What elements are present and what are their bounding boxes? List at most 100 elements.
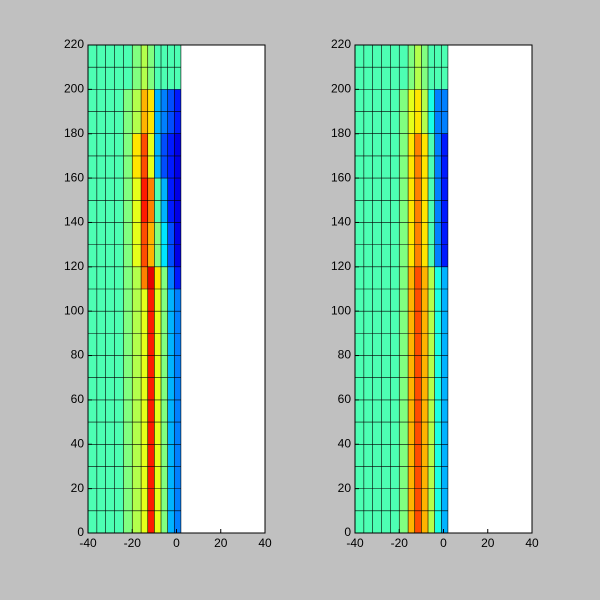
mesh-cell [399, 355, 409, 378]
mesh-cell [390, 510, 400, 533]
mesh-cell [355, 89, 364, 112]
y-tick-label: 140 [64, 215, 84, 229]
mesh-cell [441, 133, 448, 156]
y-tick-label: 100 [64, 303, 84, 317]
mesh-cell [174, 266, 181, 289]
mesh-cell [421, 222, 429, 245]
mesh-cell [399, 155, 409, 179]
mesh-cell [441, 488, 448, 511]
mesh-cell [414, 510, 422, 533]
mesh-cell [167, 377, 175, 400]
mesh-cell [390, 444, 400, 467]
mesh-cell [132, 222, 142, 245]
mesh-cell [96, 422, 106, 445]
mesh-cell [141, 133, 148, 156]
y-tick-label: 80 [338, 348, 352, 362]
y-tick-label: 40 [71, 436, 85, 450]
mesh-cell [105, 444, 115, 467]
mesh-cell [414, 266, 422, 289]
mesh-cell [381, 510, 391, 533]
mesh-cell [141, 266, 148, 289]
mesh-cell [114, 311, 124, 334]
mesh-cell [114, 67, 124, 90]
mesh-cell [123, 488, 133, 511]
mesh-cell [381, 444, 391, 467]
mesh-cell [141, 200, 148, 223]
mesh-cell [355, 444, 364, 467]
mesh-cell [154, 333, 162, 356]
mesh-cell [105, 133, 115, 156]
mesh-cell [408, 510, 415, 533]
mesh-cell [96, 399, 106, 423]
mesh-cell [161, 289, 168, 312]
mesh-cell [147, 444, 155, 467]
mesh-cell [105, 200, 115, 223]
mesh-cell [141, 488, 148, 511]
mesh-cell [88, 67, 97, 90]
mesh-cell [428, 422, 435, 445]
y-tick-label: 60 [338, 392, 352, 406]
mesh-cell [428, 89, 435, 112]
mesh-cell [132, 377, 142, 400]
mesh-cell [123, 355, 133, 378]
mesh-cell [88, 311, 97, 334]
mesh-cell [141, 178, 148, 201]
mesh-cell [174, 111, 181, 134]
mesh-cell [114, 510, 124, 533]
mesh-cell [355, 67, 364, 90]
mesh-cell [96, 266, 106, 289]
mesh-cell [147, 133, 155, 156]
mesh-cell [161, 222, 168, 245]
mesh-cell [408, 67, 415, 90]
mesh-cell [421, 399, 429, 423]
mesh-cell [141, 444, 148, 467]
mesh-cell [161, 155, 168, 179]
mesh-cell [88, 377, 97, 400]
mesh-cell [390, 111, 400, 134]
mesh-cell [390, 399, 400, 423]
mesh-cell [441, 89, 448, 112]
mesh-cell [441, 222, 448, 245]
mesh-cell [441, 510, 448, 533]
mesh-cell [381, 244, 391, 267]
mesh-cell [363, 155, 373, 179]
mesh-cell [363, 111, 373, 134]
mesh-cell [428, 488, 435, 511]
mesh-cell [132, 133, 142, 156]
x-tick-label: 0 [173, 536, 180, 550]
mesh-cell [154, 222, 162, 245]
mesh-cell [167, 111, 175, 134]
mesh-cell [174, 377, 181, 400]
mesh-cell [167, 399, 175, 423]
mesh-cell [363, 466, 373, 489]
mesh-cell [408, 222, 415, 245]
mesh-cell [132, 45, 142, 68]
y-tick-label: 40 [338, 436, 352, 450]
mesh-cell [381, 45, 391, 68]
mesh-cell [167, 333, 175, 356]
mesh-cell [434, 45, 442, 68]
mesh-cell [363, 266, 373, 289]
mesh-cell [154, 111, 162, 134]
mesh-cell [434, 422, 442, 445]
mesh-cell [381, 399, 391, 423]
mesh-cell [96, 222, 106, 245]
mesh-cell [114, 444, 124, 467]
mesh-cell [123, 289, 133, 312]
mesh-cell [390, 488, 400, 511]
mesh-cell [174, 444, 181, 467]
mesh-cell [355, 45, 364, 68]
mesh-cell [408, 466, 415, 489]
mesh-cell [174, 133, 181, 156]
mesh-cell [372, 89, 382, 112]
mesh-cell [399, 133, 409, 156]
mesh-cell [105, 399, 115, 423]
mesh-cell [355, 222, 364, 245]
y-tick-label: 160 [64, 170, 84, 184]
mesh-cell [141, 67, 148, 90]
mesh-cell [105, 466, 115, 489]
mesh-cell [408, 155, 415, 179]
mesh-cell [414, 422, 422, 445]
mesh-cell [414, 89, 422, 112]
mesh-cell [414, 444, 422, 467]
